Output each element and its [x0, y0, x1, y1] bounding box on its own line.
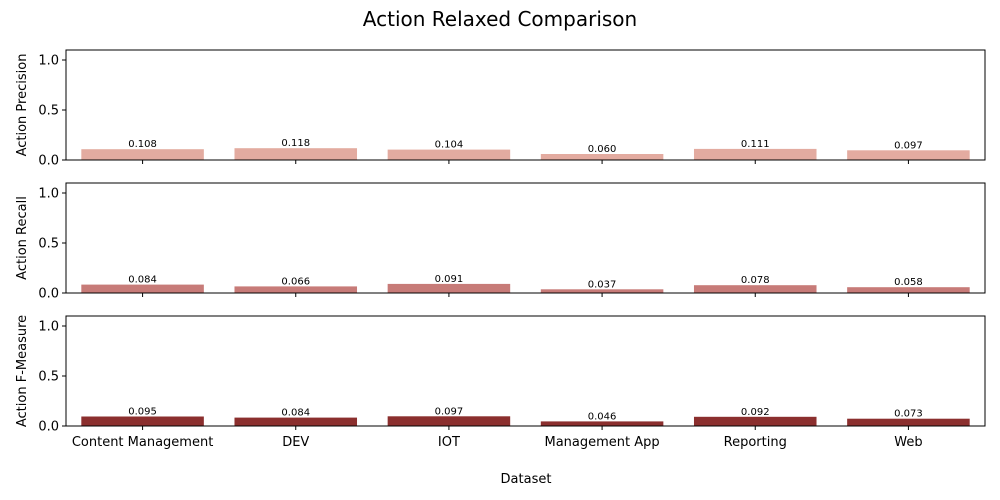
y-tick-label-2-2: 0.5	[38, 237, 59, 252]
panel-frame-1	[65, 49, 986, 161]
panel-2: 0.084 0.066 0.091 0.037 0.078 0.058 0.0 0.5 1.0 A…	[15, 182, 986, 302]
chart-title: Action Relaxed Comparison	[363, 7, 637, 31]
x-tick-label-2: DEV	[282, 435, 309, 450]
data-label-2-6: 0.058	[894, 277, 923, 288]
data-label-3-2: 0.084	[281, 408, 310, 419]
x-tick-label-6: Web	[894, 435, 922, 450]
data-label-1-3: 0.104	[435, 140, 464, 151]
bar-3-1	[81, 416, 204, 426]
bar-1-3	[387, 149, 511, 160]
data-label-2-1: 0.084	[128, 275, 157, 286]
bar-2-1	[81, 284, 204, 293]
data-label-2-4: 0.037	[588, 279, 617, 290]
data-label-1-2: 0.118	[281, 138, 310, 149]
panel-3: 0.095 0.084 0.097 0.046 0.092 0.073 0.0 0.5 1.0 A…	[15, 315, 986, 435]
bar-2-6	[847, 287, 970, 293]
bar-1-5	[693, 148, 817, 160]
bar-1-2	[234, 148, 358, 160]
y-tick-label-1-1: 0.0	[38, 154, 59, 169]
x-tick-label-1: Content Management	[72, 435, 213, 450]
data-label-2-5: 0.078	[741, 275, 770, 286]
data-label-1-1: 0.108	[128, 139, 157, 150]
y-tick-label-2-3: 1.0	[38, 187, 59, 202]
data-label-2-2: 0.066	[281, 276, 310, 287]
bar-3-2	[234, 417, 358, 426]
x-tick-label-4: Management App	[544, 435, 659, 450]
bar-3-3	[387, 416, 511, 426]
bar-2-2	[234, 286, 358, 293]
x-axis-label: Dataset	[501, 472, 552, 487]
bar-1-6	[847, 150, 970, 160]
data-label-1-5: 0.111	[741, 139, 770, 150]
data-label-2-3: 0.091	[435, 274, 464, 285]
panel-frame-2	[65, 182, 986, 294]
bar-3-6	[847, 418, 970, 426]
data-label-3-1: 0.095	[128, 407, 157, 418]
x-tick-label-5: Reporting	[724, 435, 787, 450]
bar-3-4	[540, 421, 664, 426]
y-tick-label-3-2: 0.5	[38, 370, 59, 385]
y-axis-label-3: Action F-Measure	[15, 315, 30, 427]
y-axis-label-2: Action Recall	[15, 196, 30, 280]
data-label-3-4: 0.046	[588, 411, 617, 422]
bar-2-5	[693, 285, 817, 293]
y-tick-label-3-1: 0.0	[38, 420, 59, 435]
data-label-1-4: 0.060	[588, 144, 617, 155]
data-label-3-5: 0.092	[741, 407, 770, 418]
panel-1: 0.108 0.118 0.104 0.060 0.111 0.097 0.0 0.5 1.0 A…	[15, 49, 986, 169]
panel-frame-3	[65, 315, 986, 427]
y-axis-label-1: Action Precision	[15, 54, 30, 157]
bar-3-5	[693, 416, 817, 426]
data-label-3-3: 0.097	[435, 406, 464, 417]
bar-2-4	[540, 289, 664, 293]
bar-1-4	[540, 154, 664, 160]
bar-1-1	[81, 149, 204, 160]
x-tick-label-3: IOT	[438, 435, 460, 450]
data-label-1-6: 0.097	[894, 140, 923, 151]
y-tick-label-1-2: 0.5	[38, 104, 59, 119]
bar-2-3	[387, 283, 511, 293]
y-tick-label-1-3: 1.0	[38, 54, 59, 69]
y-tick-label-3-3: 1.0	[38, 320, 59, 335]
data-label-3-6: 0.073	[894, 409, 923, 420]
y-tick-label-2-1: 0.0	[38, 287, 59, 302]
